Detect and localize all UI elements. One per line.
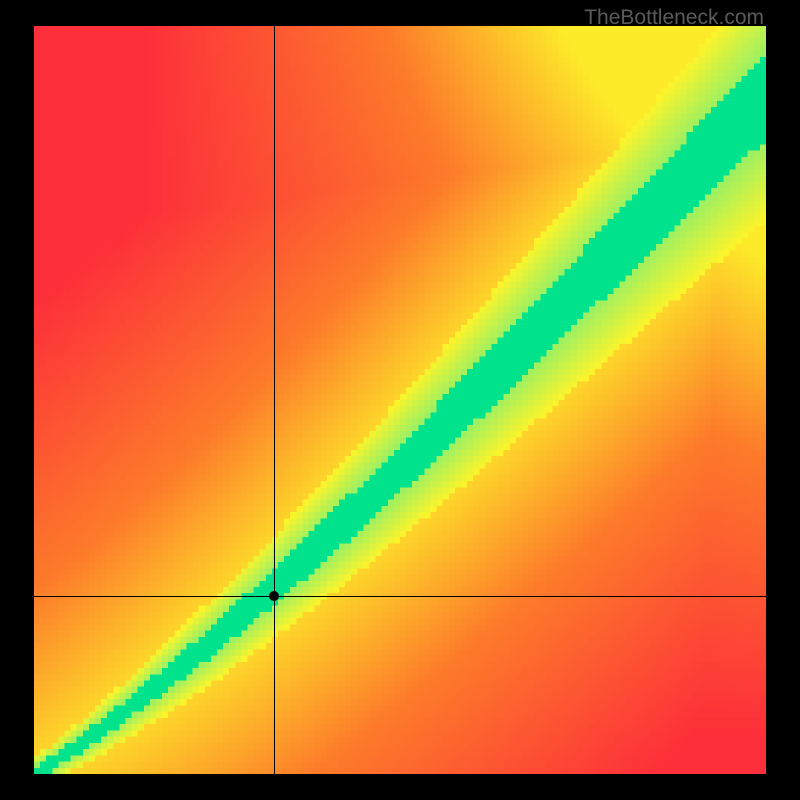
plot-area (34, 26, 766, 774)
watermark-text: TheBottleneck.com (584, 6, 764, 30)
heatmap-canvas (34, 26, 766, 774)
crosshair-vertical (274, 26, 275, 774)
crosshair-horizontal (34, 596, 766, 597)
crosshair-marker (269, 591, 279, 601)
